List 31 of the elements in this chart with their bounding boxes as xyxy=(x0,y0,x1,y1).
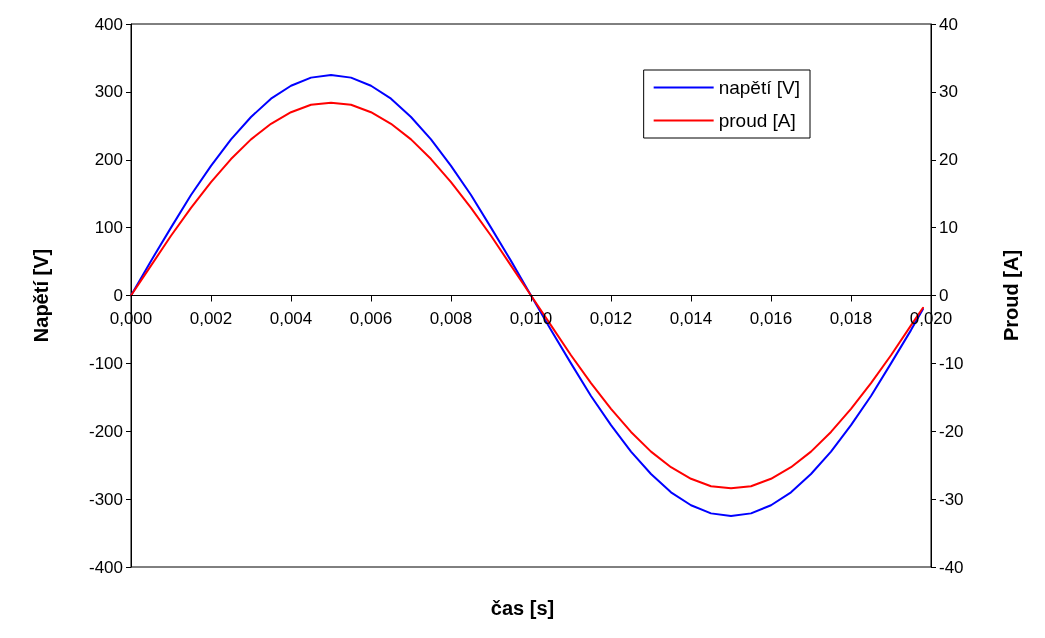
y-tick-label: -200 xyxy=(88,421,123,441)
y2-axis-title: Proud [A] xyxy=(1000,249,1022,342)
y2-tick-label: -30 xyxy=(939,489,964,509)
y-tick-label: -300 xyxy=(88,489,123,509)
y-tick-label: -100 xyxy=(88,353,123,373)
x-tick-label: 0,014 xyxy=(669,308,713,328)
y-tick-label: 200 xyxy=(94,150,123,170)
x-tick-label: 0,008 xyxy=(429,308,473,328)
x-tick-label: 0,006 xyxy=(349,308,393,328)
y2-tick-label: -10 xyxy=(939,353,964,373)
y-tick-label: -400 xyxy=(88,557,123,577)
x-tick-label: 0,002 xyxy=(189,308,233,328)
y2-tick-label: 0 xyxy=(939,286,949,305)
y-tick-label: 0 xyxy=(113,286,123,305)
y-axis-title: Napětí [V] xyxy=(30,248,52,343)
legend-label: proud [A] xyxy=(718,110,796,131)
y-tick-label: 100 xyxy=(94,218,123,238)
x-tick-label: 0,016 xyxy=(749,308,793,328)
x-tick-label: 0,018 xyxy=(829,308,873,328)
y-tick-label: 300 xyxy=(94,82,123,102)
x-tick-label: 0,004 xyxy=(269,308,313,328)
y2-tick-label: -20 xyxy=(939,421,964,441)
y2-tick-label: 10 xyxy=(939,218,958,238)
legend-label: napětí [V] xyxy=(718,77,801,98)
x-axis-title: čas [s] xyxy=(490,597,555,619)
y2-tick-label: 30 xyxy=(939,82,958,102)
y-tick-label: 400 xyxy=(94,14,123,34)
y2-tick-label: -40 xyxy=(939,557,964,577)
x-tick-label: 0,012 xyxy=(589,308,633,328)
y2-tick-label: 20 xyxy=(939,150,958,170)
y2-tick-label: 40 xyxy=(939,14,958,34)
